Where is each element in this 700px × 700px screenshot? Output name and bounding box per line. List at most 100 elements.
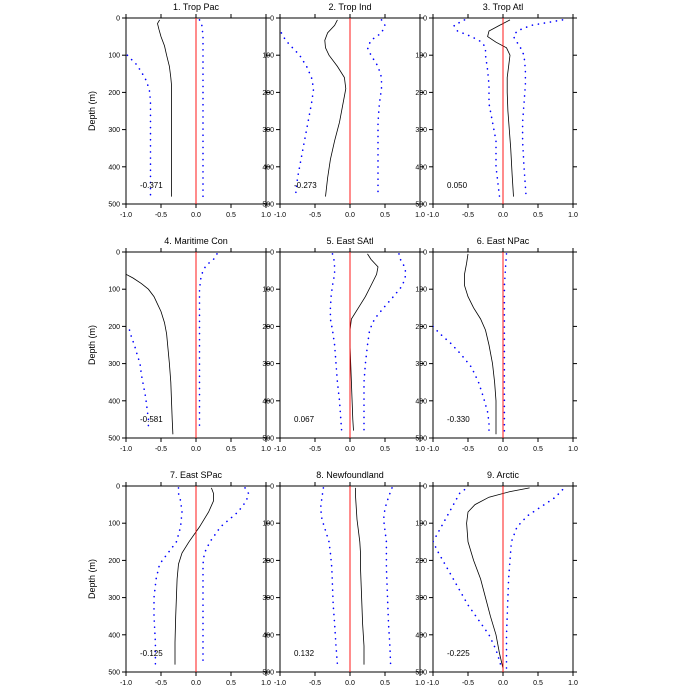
x-tick-label: 1.0 xyxy=(415,446,425,453)
y-tick-label: 400 xyxy=(262,398,274,405)
y-tick-label: 500 xyxy=(415,202,427,209)
x-tick-label: 1.0 xyxy=(261,446,271,453)
x-tick-label: -0.5 xyxy=(462,446,474,453)
profile-line xyxy=(157,19,172,197)
x-tick-label: 0.0 xyxy=(498,680,508,687)
profile-line xyxy=(487,19,514,197)
chart-panel-8: 8. Newfoundland -1.0 -0.5 0.0 0.5 1.0 0 100 200 3… xyxy=(262,470,425,687)
chart-panel-9: 9. Arctic -1.0 -0.5 0.0 0.5 1.0 0 100 200 300 400 5… xyxy=(415,470,578,687)
y-tick-label: 0 xyxy=(116,484,120,491)
x-tick-label: 1.0 xyxy=(261,212,271,219)
x-tick-label: 0.5 xyxy=(380,680,390,687)
lower-bound-dots xyxy=(153,487,183,666)
y-tick-label: 100 xyxy=(415,287,427,294)
x-tick-label: 0.0 xyxy=(191,446,201,453)
y-tick-label: 0 xyxy=(270,250,274,257)
y-tick-label: 500 xyxy=(108,670,120,677)
x-tick-label: 0.0 xyxy=(345,212,355,219)
y-tick-label: 300 xyxy=(415,361,427,368)
series-group xyxy=(126,252,218,438)
profile-line xyxy=(324,19,347,197)
profile-line xyxy=(174,487,214,665)
chart-panel-5: 5. East SAtl -1.0 -0.5 0.0 0.5 1.0 0 100 200 300 4… xyxy=(262,236,425,453)
correlation-label: -0.125 xyxy=(140,649,163,658)
x-tick-label: 1.0 xyxy=(415,212,425,219)
y-tick-label: 400 xyxy=(108,164,120,171)
y-tick-label: 300 xyxy=(108,127,120,134)
lower-bound-dots xyxy=(433,488,503,670)
x-tick-label: -1.0 xyxy=(120,212,132,219)
chart-panel-2: 2. Trop Ind -1.0 -0.5 0.0 0.5 1.0 0 100 200 300 40… xyxy=(262,2,425,219)
x-tick-label: -1.0 xyxy=(427,212,439,219)
y-tick-label: 0 xyxy=(116,16,120,23)
upper-bound-dots xyxy=(366,19,386,198)
y-tick-label: 300 xyxy=(262,127,274,134)
y-tick-label: 400 xyxy=(108,398,120,405)
upper-bound-dots xyxy=(503,253,508,436)
lower-bound-dots xyxy=(280,32,315,198)
profile-line xyxy=(466,487,530,669)
y-tick-label: 100 xyxy=(262,287,274,294)
y-tick-label: 300 xyxy=(108,595,120,602)
y-tick-label: 200 xyxy=(108,324,120,331)
correlation-label: -0.225 xyxy=(447,649,470,658)
x-tick-label: -0.5 xyxy=(309,212,321,219)
upper-bound-dots xyxy=(512,19,564,198)
panel-title: 7. East SPac xyxy=(170,470,223,480)
profile-line xyxy=(349,253,379,431)
x-tick-label: -1.0 xyxy=(427,446,439,453)
upper-bound-dots xyxy=(505,488,564,670)
y-tick-label: 500 xyxy=(262,670,274,677)
y-tick-label: 300 xyxy=(415,595,427,602)
y-tick-label: 200 xyxy=(262,558,274,565)
series-group xyxy=(329,252,407,438)
y-tick-label: 100 xyxy=(262,53,274,60)
y-tick-label: 400 xyxy=(415,398,427,405)
panel-title: 2. Trop Ind xyxy=(328,2,371,12)
chart-panel-7: 7. East SPac -1.0 -0.5 0.0 0.5 1.0 0 100 200 300 4… xyxy=(87,470,271,687)
y-tick-label: 100 xyxy=(108,287,120,294)
x-tick-label: 1.0 xyxy=(568,446,578,453)
y-tick-label: 200 xyxy=(262,90,274,97)
chart-panel-4: 4. Maritime Con -1.0 -0.5 0.0 0.5 1.0 0 100 200 3… xyxy=(87,236,271,453)
series-group xyxy=(452,18,564,204)
y-axis-label: Depth (m) xyxy=(87,91,97,131)
x-tick-label: 1.0 xyxy=(261,680,271,687)
series-group xyxy=(433,486,564,672)
profile-line xyxy=(464,253,497,435)
y-tick-label: 200 xyxy=(262,324,274,331)
y-tick-label: 500 xyxy=(415,670,427,677)
panel-title: 6. East NPac xyxy=(477,236,530,246)
x-tick-label: 0.0 xyxy=(498,446,508,453)
x-tick-label: 1.0 xyxy=(568,680,578,687)
x-tick-label: 0.0 xyxy=(345,446,355,453)
x-tick-label: 0.5 xyxy=(226,446,236,453)
x-tick-label: -0.5 xyxy=(309,446,321,453)
y-tick-label: 0 xyxy=(116,250,120,257)
y-tick-label: 200 xyxy=(415,558,427,565)
panel-title: 9. Arctic xyxy=(487,470,520,480)
upper-bound-dots xyxy=(198,253,218,432)
series-group xyxy=(153,486,250,672)
correlation-label: -0.273 xyxy=(294,181,317,190)
x-tick-label: 0.0 xyxy=(498,212,508,219)
x-tick-label: -0.5 xyxy=(309,680,321,687)
y-tick-label: 500 xyxy=(262,202,274,209)
y-tick-label: 100 xyxy=(108,521,120,528)
x-tick-label: 0.5 xyxy=(380,446,390,453)
x-tick-label: 0.5 xyxy=(533,212,543,219)
x-tick-label: -1.0 xyxy=(427,680,439,687)
x-tick-label: 0.0 xyxy=(191,680,201,687)
x-tick-label: 0.5 xyxy=(533,446,543,453)
y-tick-label: 400 xyxy=(262,632,274,639)
x-tick-label: 0.0 xyxy=(191,212,201,219)
x-tick-label: -1.0 xyxy=(274,680,286,687)
correlation-label: 0.132 xyxy=(294,649,315,658)
panel-title: 1. Trop Pac xyxy=(173,2,220,12)
x-tick-label: -0.5 xyxy=(462,680,474,687)
y-tick-label: 300 xyxy=(262,361,274,368)
x-tick-label: -0.5 xyxy=(462,212,474,219)
x-tick-label: -1.0 xyxy=(120,446,132,453)
correlation-label: -0.581 xyxy=(140,415,163,424)
y-tick-label: 200 xyxy=(415,324,427,331)
